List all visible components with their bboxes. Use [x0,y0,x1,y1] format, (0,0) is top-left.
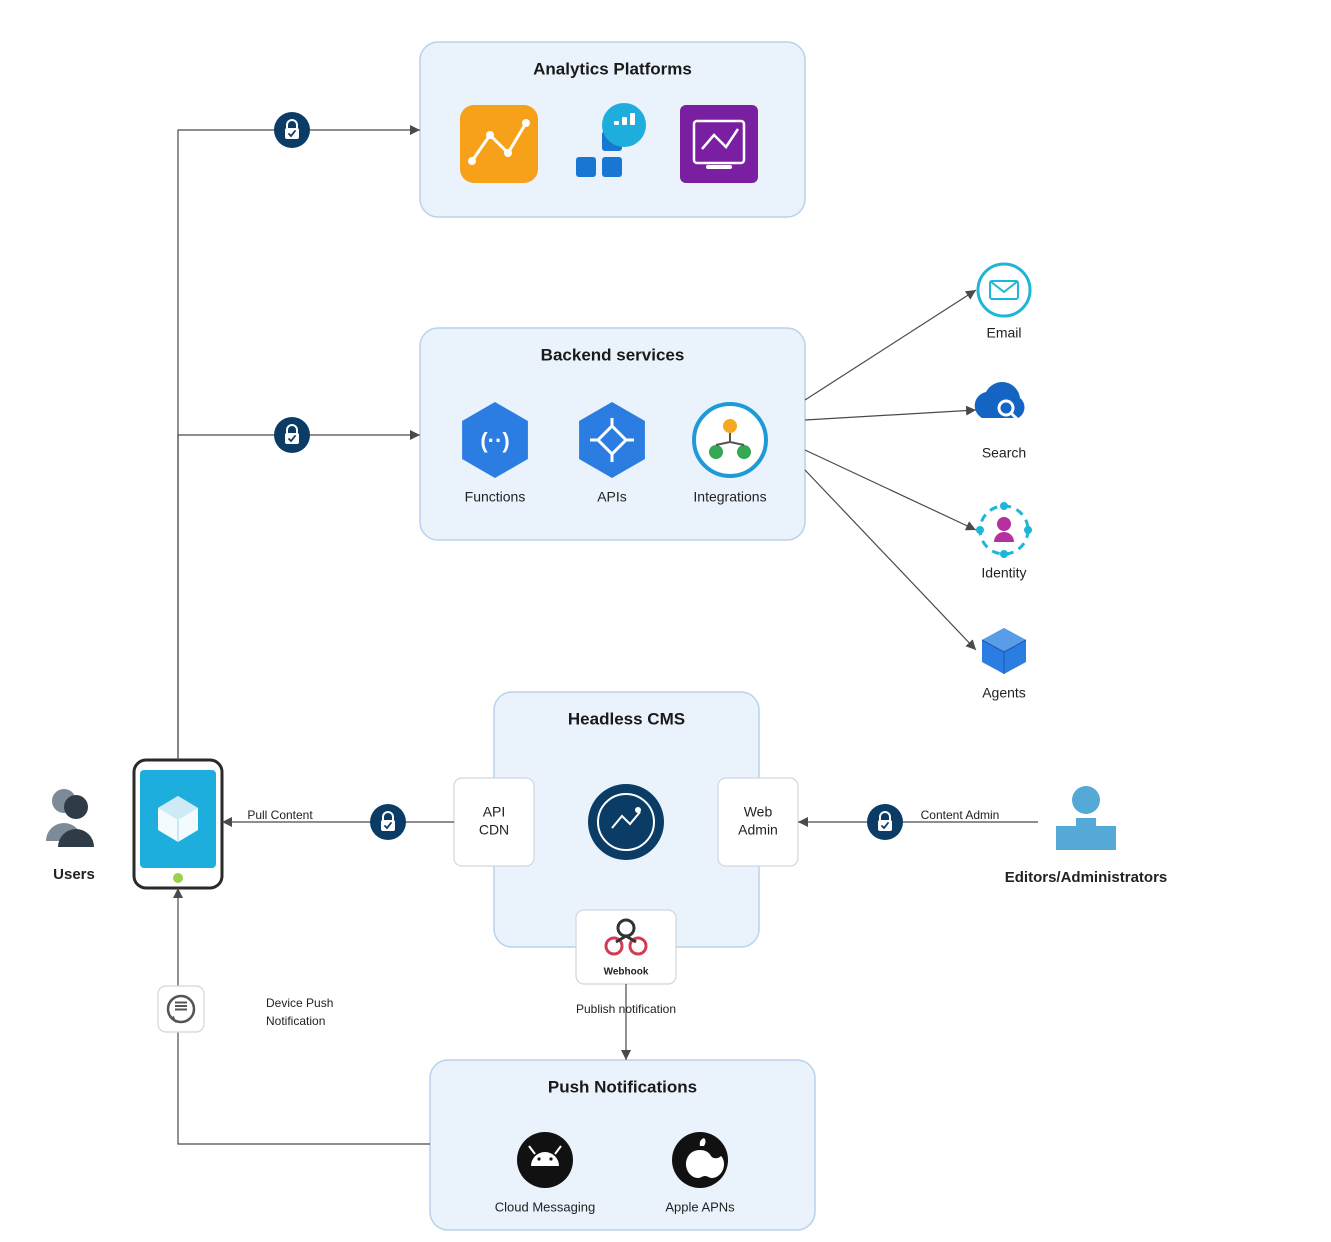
svg-text:API: API [483,804,506,820]
analytics-platforms-panel: Analytics Platforms [420,42,805,217]
svg-text:Notification: Notification [266,1014,325,1028]
e-int-email [805,290,976,400]
webhook-card: Webhook [576,910,676,984]
lock-cms-left [370,804,406,840]
push-badge-icon [158,986,204,1032]
svg-text:Functions: Functions [465,489,526,505]
push-notifications-panel: Push Notifications Cloud Messaging Apple A… [430,1060,815,1230]
svg-text:APIs: APIs [597,489,627,505]
svg-text:Agents: Agents [982,685,1026,701]
svg-text:Integrations: Integrations [693,489,766,505]
e-int-search [805,410,976,420]
svg-text:Search: Search [982,445,1026,461]
svg-text:Admin: Admin [738,822,778,838]
svg-text:Analytics Platforms: Analytics Platforms [533,59,692,78]
svg-text:Cloud Messaging: Cloud Messaging [495,1199,595,1214]
svg-text:Webhook: Webhook [604,967,649,978]
e-int-identity [805,450,976,530]
svg-text:Publish notification: Publish notification [576,1002,676,1016]
web-admin-card: Web Admin [718,778,798,866]
svg-text:Web: Web [744,804,773,820]
lock-analytics [274,112,310,148]
search-icon: Search [975,382,1026,461]
svg-text:CDN: CDN [479,822,509,838]
svg-text:Identity: Identity [981,565,1026,581]
svg-text:Email: Email [986,325,1021,341]
lock-backend [274,417,310,453]
integrations-icon [694,404,766,476]
cloud-messaging-icon [517,1132,573,1188]
svg-text:Device Push: Device Push [266,996,333,1010]
device-icon [134,760,222,888]
analytics-orange-icon [460,105,538,183]
svg-text:Push Notifications: Push Notifications [548,1077,697,1096]
svg-text:Editors/Administrators: Editors/Administrators [1005,869,1168,886]
svg-text:Content Admin: Content Admin [921,808,1000,822]
svg-text:Apple APNs: Apple APNs [665,1199,735,1214]
e-push-device-h [178,1032,430,1144]
analytics-purple-icon [680,105,758,183]
headless-cms-panel: Headless CMS API CDN Web Admin Webhook [454,692,798,984]
email-icon: Email [978,264,1030,341]
svg-text:(··): (··) [480,428,509,453]
backend-services-panel: Backend services (··) Functions APIs Integra… [420,328,805,540]
svg-text:Headless CMS: Headless CMS [568,709,685,728]
cms-core-icon [588,784,664,860]
users-icon: Users [46,789,95,883]
svg-text:Users: Users [53,866,95,883]
api-cdn-card: API CDN [454,778,534,866]
agents-icon: Agents [982,628,1026,701]
editors-icon: Editors/Administrators [1005,786,1168,886]
apple-apns-icon [672,1132,728,1188]
identity-icon: Identity [976,502,1032,581]
lock-cms-right [867,804,903,840]
svg-text:Pull Content: Pull Content [247,808,313,822]
architecture-diagram: Analytics Platforms Backend services (··) F… [0,0,1331,1242]
e-int-agents [805,470,976,650]
e-device-backend [178,435,420,760]
svg-text:Backend services: Backend services [541,345,685,364]
